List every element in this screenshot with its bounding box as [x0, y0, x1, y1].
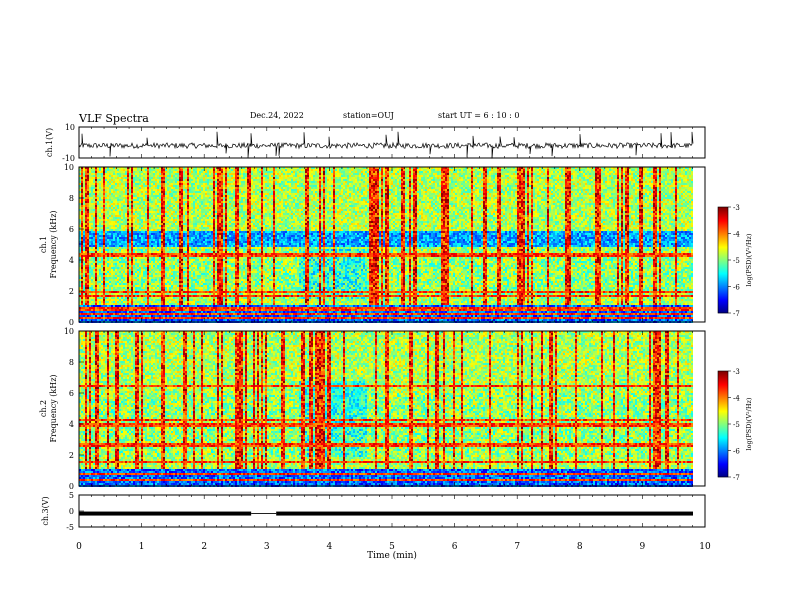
ch1-y-axis-label-frequency: Frequency (kHz) [49, 210, 58, 278]
ch1-y-axis-label-channel: ch.1 [39, 236, 48, 253]
ch1-y-axis-label: ch.1(V) [45, 128, 54, 157]
ch1-y-tick-label: 2 [69, 287, 74, 296]
ch2-y-tick-label: 10 [64, 327, 74, 336]
ch2-y-axis-label-channel: ch.2 [39, 400, 48, 417]
ch3-y-tick-label: -5 [66, 523, 74, 532]
ch2-colorbar-label: log(PSD)(V²/Hz) [745, 397, 753, 450]
x-tick-label: 4 [327, 542, 333, 552]
ch3-signal-bar-a [79, 512, 251, 516]
ch2-y-tick-label: 0 [69, 482, 74, 491]
x-axis-label: Time (min) [367, 550, 417, 561]
ch2-y-tick-label: 8 [69, 358, 74, 367]
x-tick-label: 1 [139, 542, 145, 552]
ch2-y-tick-label: 6 [69, 389, 74, 398]
x-tick-label: 9 [640, 542, 646, 552]
ch1-colorbar-gradient [718, 207, 728, 313]
ch2-colorbar-tick-label: -4 [733, 395, 740, 403]
ch2-y-axis-label-frequency: Frequency (kHz) [49, 374, 58, 442]
x-tick-label: 2 [201, 542, 207, 552]
ch2-colorbar-tick-label: -7 [733, 474, 740, 482]
ch3-y-tick-label: 0 [69, 507, 74, 516]
x-tick-label: 6 [452, 542, 458, 552]
ch1-y-tick-label: 8 [69, 194, 74, 203]
ch1-y-tick-label: 0 [69, 318, 74, 327]
ch1-y-tick-label: 4 [69, 256, 74, 265]
x-tick-label: 7 [514, 542, 520, 552]
ch1-y-tick-label: 6 [69, 225, 74, 234]
ch1-colorbar-label: log(PSD)(V²/Hz) [745, 233, 753, 286]
ch3-panel-frame [79, 495, 705, 527]
ch2-y-tick-label: 4 [69, 420, 74, 429]
x-tick-label: 8 [577, 542, 583, 552]
x-tick-label: 10 [699, 542, 711, 552]
ch1-colorbar-tick-label: -4 [733, 231, 740, 239]
ch3-signal-bar-b [276, 512, 693, 516]
ch3-y-axis-label: ch.3(V) [41, 496, 50, 525]
ch1-panel-frame [79, 127, 705, 158]
ch2-spectrogram-cells [79, 331, 693, 487]
ch1-y-tick-label: -10 [62, 154, 75, 163]
ch1-y-tick-label: 10 [64, 163, 74, 172]
ch1-spectrogram-cells [79, 167, 693, 323]
ch1-waveform-line [79, 132, 693, 159]
ch3-y-tick-label: 5 [69, 491, 74, 500]
ch1-colorbar-tick-label: -7 [733, 310, 740, 318]
x-tick-label: 0 [76, 542, 82, 552]
ch2-colorbar-tick-label: -5 [733, 421, 740, 429]
x-tick-label: 3 [264, 542, 270, 552]
ch2-colorbar-gradient [718, 371, 728, 477]
ch1-colorbar-tick-label: -6 [733, 284, 740, 292]
ch1-colorbar-tick-label: -5 [733, 257, 740, 265]
ch1-y-tick-label: 10 [65, 123, 75, 132]
ch2-colorbar-tick-label: -6 [733, 448, 740, 456]
ch2-y-tick-label: 2 [69, 451, 74, 460]
ch1-colorbar-tick-label: -3 [733, 204, 740, 212]
ch2-colorbar-tick-label: -3 [733, 368, 740, 376]
